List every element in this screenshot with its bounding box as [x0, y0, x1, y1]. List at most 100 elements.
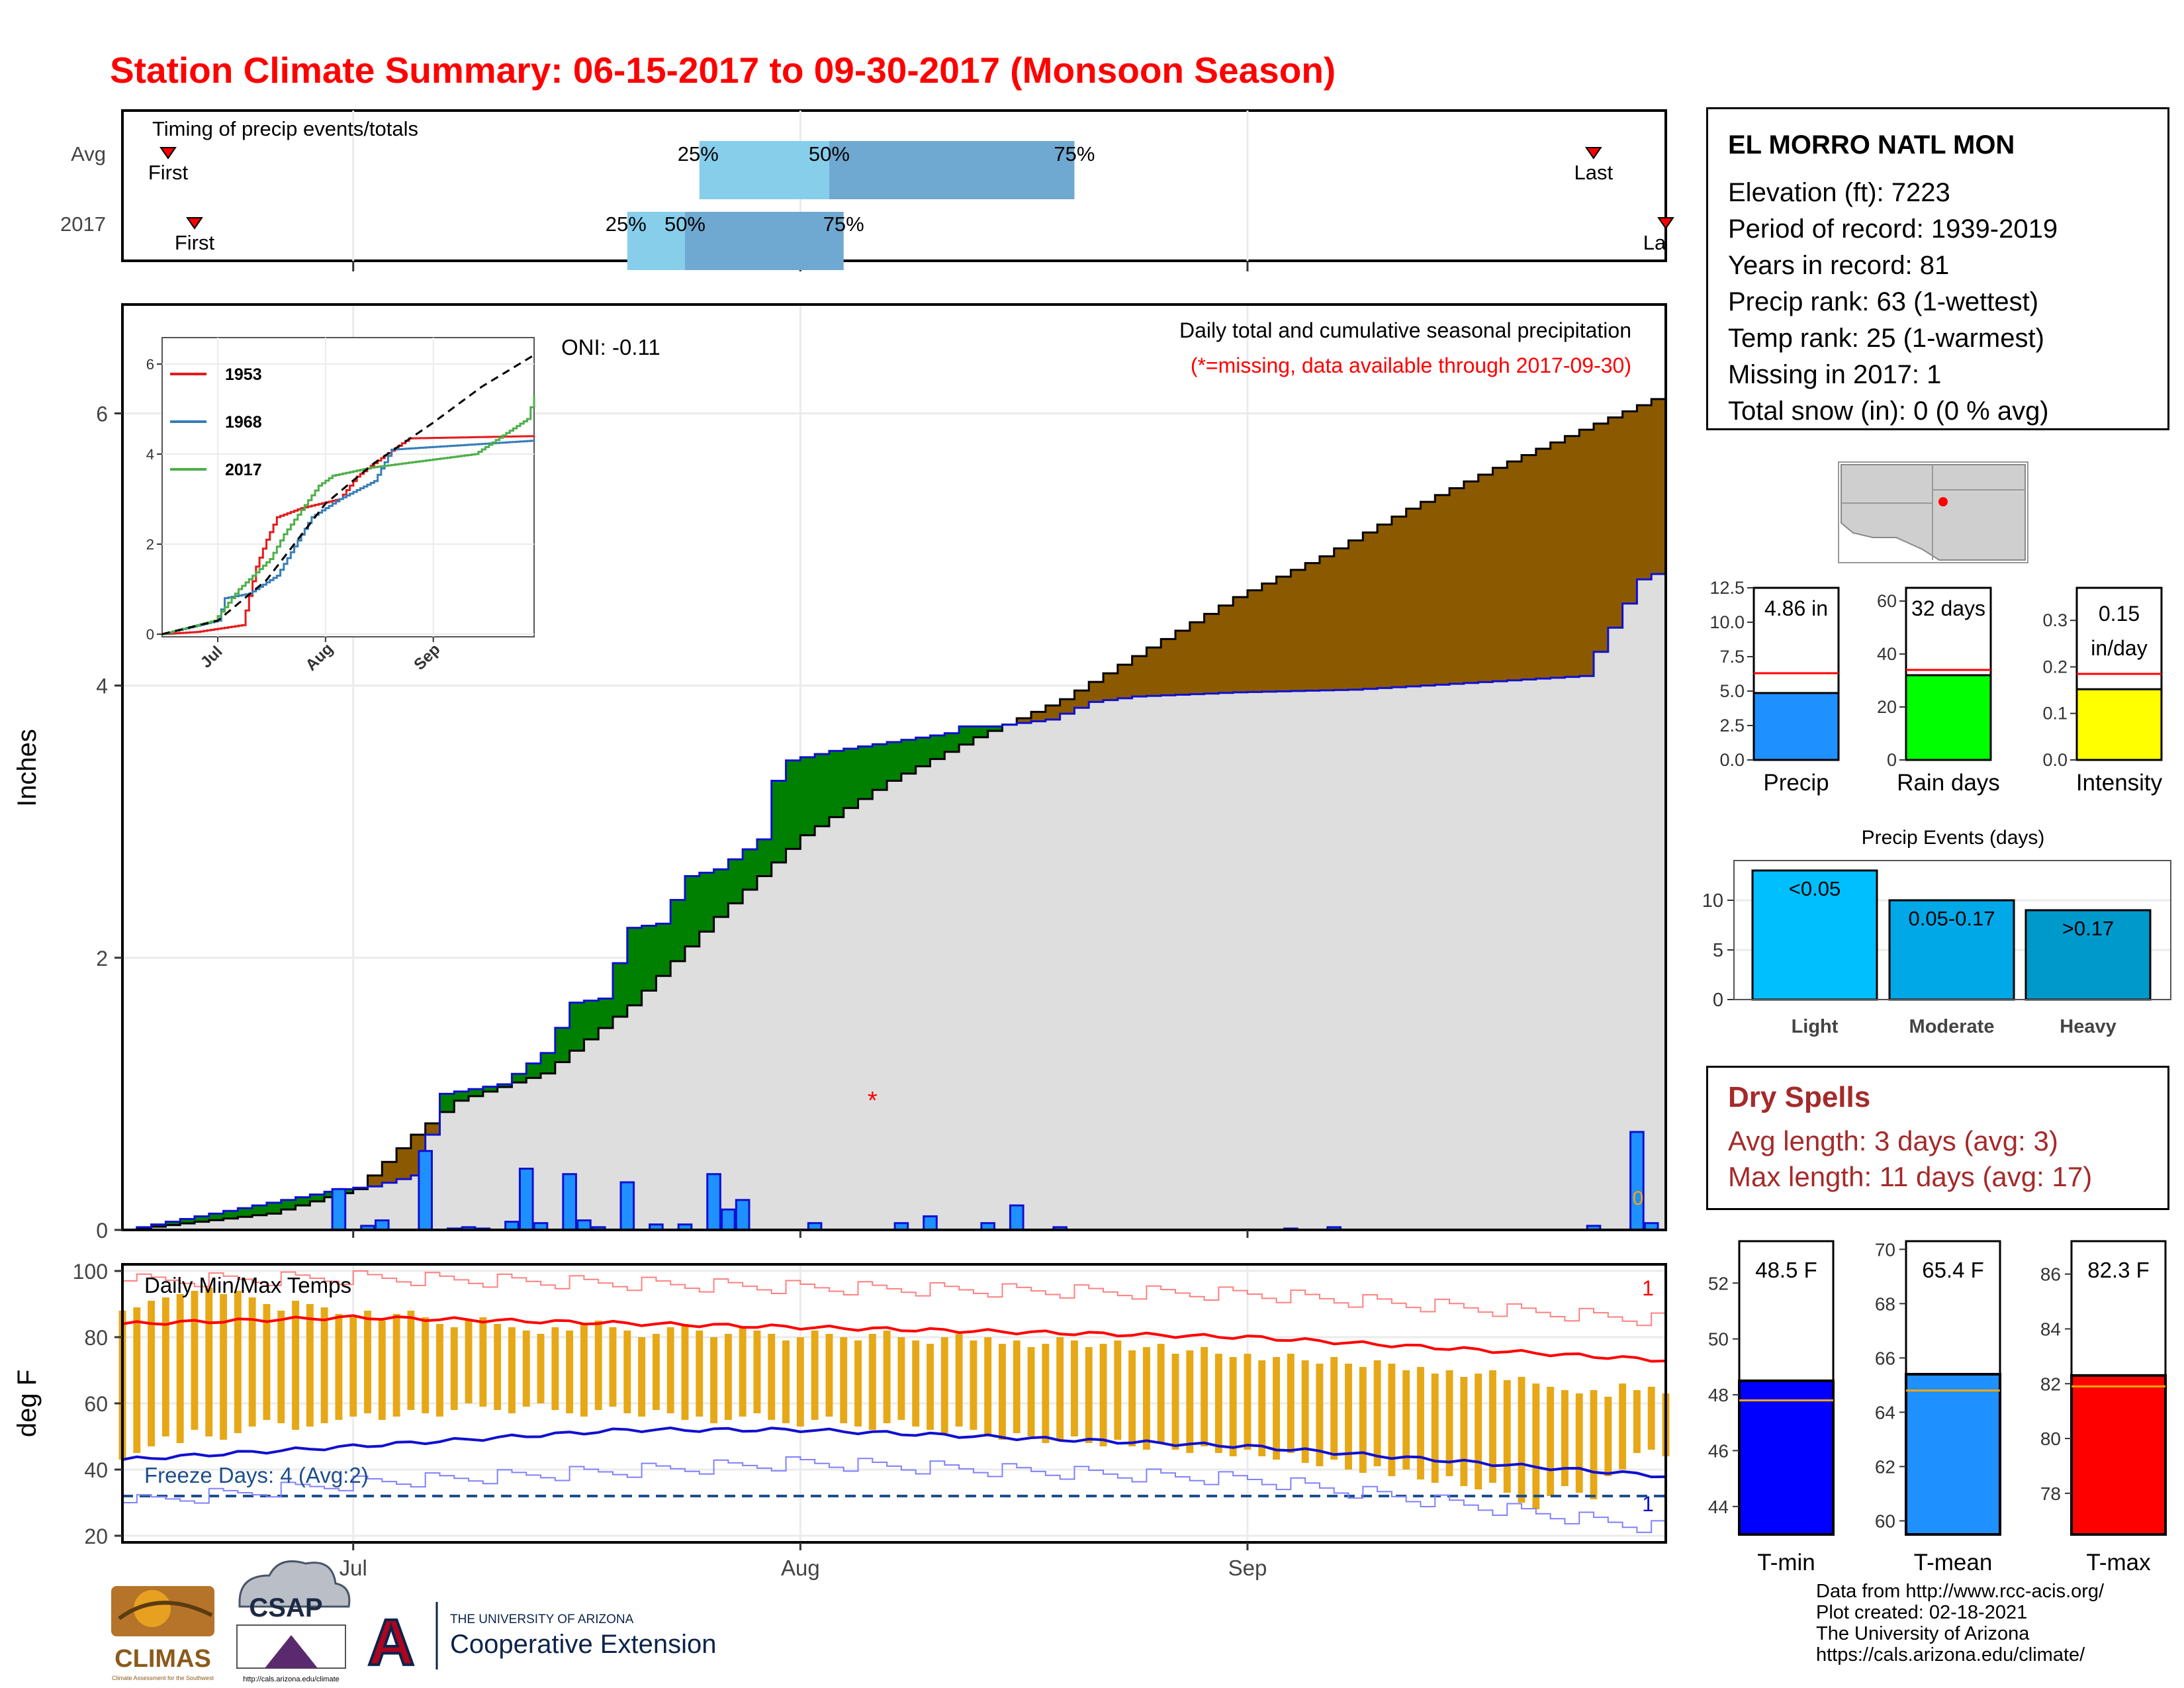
- events-ytick-label: 0: [1713, 990, 1723, 1011]
- daily-temp-bar: [1056, 1337, 1064, 1440]
- summary-ytick-label: 0.2: [2042, 657, 2068, 677]
- daily-temp-bar: [1547, 1387, 1555, 1496]
- daily-precip-bar: [418, 1150, 433, 1231]
- daily-precip-bar: [562, 1173, 577, 1231]
- daily-precip-bar: [518, 1167, 534, 1231]
- inset-ytick-label: 2: [146, 536, 154, 553]
- credits: Data from http://www.rcc-acis.org/ Plot …: [1816, 1581, 2104, 1665]
- daily-temp-bar: [1013, 1340, 1021, 1433]
- daily-temp-bar: [1070, 1340, 1078, 1436]
- daily-temp-bar: [1532, 1383, 1540, 1509]
- summary-ytick-label: 12.5: [1709, 578, 1745, 598]
- daily-temp-bar: [161, 1297, 169, 1436]
- inset-lines: [161, 354, 535, 635]
- inset-ytick-label: 0: [146, 626, 154, 643]
- station-missing: Missing in 2017: 1: [1728, 360, 1942, 389]
- temp-lines: [122, 1270, 1666, 1533]
- daily-temp-bar: [912, 1340, 920, 1427]
- climas-logo-swoosh: [118, 1601, 213, 1620]
- precip-daily-bars: [331, 1131, 1659, 1231]
- daily-temp-bar: [1316, 1364, 1324, 1466]
- timing-q75-label: 75%: [1054, 142, 1095, 165]
- daily-temp-bar: [825, 1334, 833, 1417]
- daily-temp-bar: [479, 1317, 487, 1407]
- station-name: EL MORRO NATL MON: [1728, 130, 2015, 160]
- summary-ytick-label: 60: [1877, 591, 1897, 611]
- daily-temp-bar: [623, 1331, 631, 1413]
- timing-labels: 25% 50% 75% First Last 25% 50% 75% First La: [148, 142, 1674, 254]
- daily-temp-bar: [537, 1334, 545, 1403]
- daily-temp-bar: [248, 1297, 256, 1427]
- daily-temp-bar: [566, 1331, 574, 1413]
- ua-line1: THE UNIVERSITY OF ARIZONA: [450, 1613, 634, 1626]
- csap-mountain: [265, 1635, 318, 1668]
- daily-temp-bar: [1085, 1347, 1093, 1443]
- daily-temp-bar: [666, 1327, 674, 1413]
- timing-bar-q50-q75: [829, 141, 1075, 199]
- precip-ytick-label: 4: [96, 675, 108, 698]
- timing-first-marker: [159, 147, 177, 160]
- events-title: Precip Events (days): [1862, 827, 2045, 849]
- station-years: Years in record: 81: [1728, 251, 1950, 280]
- daily-temp-bar: [349, 1317, 357, 1417]
- temp-summary-ytick-label: 52: [1708, 1273, 1729, 1293]
- inset-ytick-label: 4: [146, 446, 154, 463]
- dry-spells-avg: Avg length: 3 days (avg: 3): [1728, 1125, 2058, 1156]
- daily-temp-bar: [1287, 1354, 1295, 1453]
- timing-first-label: First: [175, 231, 215, 254]
- daily-temp-bar: [1388, 1364, 1396, 1476]
- events-bar-light: [1751, 869, 1878, 1001]
- daily-temp-bar: [1128, 1350, 1136, 1446]
- credit-url: https://cals.arizona.edu/climate/: [1816, 1644, 2085, 1665]
- precip-missing-note: (*=missing, data available through 2017-…: [1191, 353, 1631, 377]
- precip-ylabel: Inches: [13, 729, 42, 807]
- daily-temp-bar: [133, 1307, 141, 1453]
- timing-last-marker: [1657, 217, 1674, 230]
- daily-temp-bar: [753, 1331, 761, 1413]
- daily-temp-bar: [1214, 1354, 1222, 1453]
- csap-url: http://cals.arizona.edu/climate: [243, 1675, 340, 1683]
- timing-first-label: First: [148, 161, 189, 184]
- temp-summary-bar-t-mean: [1905, 1372, 2001, 1536]
- timing-last-label: Last: [1574, 161, 1614, 184]
- daily-precip-bar: [923, 1215, 938, 1231]
- ua-logo-box: [361, 1610, 422, 1671]
- daily-temp-bar: [1201, 1347, 1208, 1446]
- daily-temp-bar: [465, 1321, 473, 1403]
- summary-bar-charts: 0.0 2.5 5.0 7.5 10.0 12.5 4.86 in Precip 0 20 40 60…: [1709, 578, 2162, 796]
- temp-ytick-label: 60: [84, 1392, 108, 1416]
- daily-temp-bar: [652, 1334, 660, 1410]
- station-precip-rank: Precip rank: 63 (1-wettest): [1728, 287, 2039, 316]
- temp-xtick-label: Sep: [1228, 1556, 1267, 1580]
- daily-temp-bar: [1575, 1393, 1583, 1493]
- summary-ytick-label: 20: [1877, 697, 1897, 717]
- daily-temp-bar: [796, 1337, 804, 1427]
- station-temp-rank: Temp rank: 25 (1-warmest): [1728, 324, 2044, 353]
- daily-precip-bar: [576, 1219, 592, 1231]
- events-bar-moderate: [1888, 899, 2015, 1001]
- daily-temp-bar: [494, 1324, 502, 1410]
- daily-temp-bar: [263, 1304, 271, 1420]
- station-location-dot: [1938, 497, 1948, 506]
- daily-precip-bar: [721, 1208, 736, 1231]
- daily-temp-bar: [436, 1324, 443, 1417]
- daily-temp-bar: [1445, 1370, 1453, 1476]
- summary-bar-label: Precip: [1763, 770, 1829, 796]
- state-map: [1838, 461, 2028, 563]
- precip-note: Daily total and cumulative seasonal prec…: [1179, 318, 1631, 342]
- daily-temp-bar: [1244, 1354, 1251, 1450]
- timing-first-marker: [186, 217, 203, 230]
- temp-summary-ytick-label: 46: [1708, 1440, 1729, 1461]
- timing-row-label-avg: Avg: [71, 142, 106, 165]
- daily-temp-bar: [854, 1340, 862, 1427]
- daily-temp-bar: [191, 1291, 199, 1430]
- record-count-bottom: 1: [1642, 1492, 1654, 1516]
- temp-xtick-label: Jul: [340, 1556, 367, 1580]
- precip-panel-frame: [121, 303, 1667, 1231]
- daily-temp-bar: [234, 1291, 242, 1433]
- daily-temp-bar: [1647, 1387, 1655, 1450]
- daily-temp-bar: [378, 1321, 386, 1420]
- daily-temp-bar: [450, 1327, 458, 1410]
- daily-temp-bar: [1157, 1344, 1165, 1443]
